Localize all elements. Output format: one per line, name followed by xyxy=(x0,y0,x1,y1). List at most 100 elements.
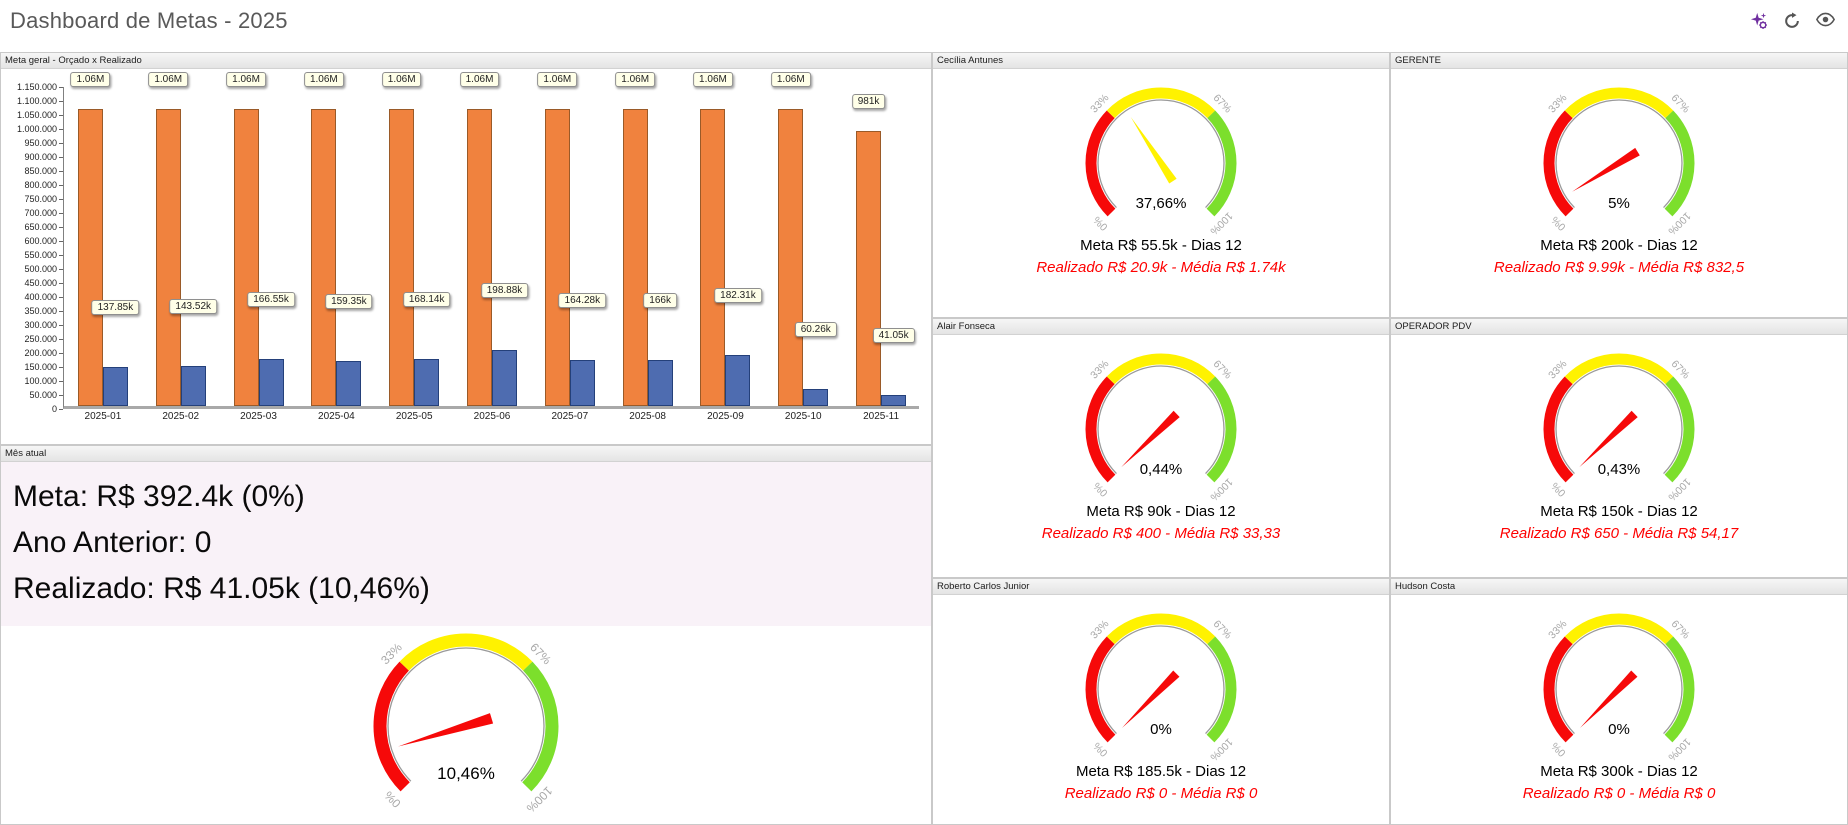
y-axis-tick-label: 1.150.000 xyxy=(16,82,57,92)
person-name: Hudson Costa xyxy=(1391,579,1847,595)
orçado-bar xyxy=(544,109,570,406)
bar-value-callout: 137.85k xyxy=(91,300,140,315)
y-axis-tick xyxy=(59,143,63,144)
realizado-bar xyxy=(881,395,907,406)
orçado-bar xyxy=(622,109,648,406)
gauge-value-label: 5% xyxy=(1608,195,1630,212)
y-axis-tick xyxy=(59,241,63,242)
orçado-bar xyxy=(856,131,882,406)
y-axis-tick xyxy=(59,409,63,410)
bar-value-callout: 60.26k xyxy=(794,322,837,337)
y-axis-tick xyxy=(59,297,63,298)
realizado-bar xyxy=(180,366,206,406)
person-meta: Meta R$ 90k - Dias 12 xyxy=(1086,503,1236,520)
refresh-icon[interactable] xyxy=(1783,12,1801,30)
svg-text:0%: 0% xyxy=(1549,740,1568,759)
y-axis-tick-label: 300.000 xyxy=(24,320,57,330)
visibility-icon[interactable] xyxy=(1815,12,1836,30)
gauge-value-label: 37,66% xyxy=(1136,195,1187,212)
orçado-bar xyxy=(389,109,415,406)
bar-value-callout: 1.06M xyxy=(770,72,811,87)
orçado-bar xyxy=(778,109,804,406)
y-axis-tick-label: 250.000 xyxy=(24,334,57,344)
x-axis-label: 2025-03 xyxy=(240,411,277,422)
x-axis-label: 2025-01 xyxy=(84,411,122,422)
orçado-bar xyxy=(467,109,492,406)
y-axis-tick xyxy=(59,101,63,102)
person-gauge: 0% 33% 67% 100% 37,66% xyxy=(1036,75,1286,235)
y-axis-tick xyxy=(59,325,63,326)
y-axis-tick xyxy=(59,353,63,354)
y-axis-tick xyxy=(59,311,63,312)
person-name: GERENTE xyxy=(1391,53,1847,69)
person-panel: OPERADOR PDV 0% 33% 67% 100% 0,43% Meta R$ 1… xyxy=(1390,318,1848,578)
left-column: Meta geral - Orçado x Realizado 2025-01 1… xyxy=(0,52,932,825)
orcado-realizado-bar-chart: 2025-01 1.06M 137.85k 2025-02 1.06M 143.52k 20… xyxy=(1,69,931,444)
y-axis-tick-label: 0 xyxy=(51,404,57,414)
y-axis-tick xyxy=(59,255,63,256)
orçado-bar xyxy=(700,109,726,406)
page-title: Dashboard de Metas - 2025 xyxy=(10,8,288,33)
ai-settings-icon[interactable] xyxy=(1750,12,1768,30)
mes-atual-gauge: 0% 33% 67% 100% 10,46% xyxy=(1,626,931,818)
person-meta: Meta R$ 55.5k - Dias 12 xyxy=(1080,237,1242,254)
orçado-bar xyxy=(77,109,103,406)
y-axis-tick-label: 700.000 xyxy=(24,208,57,218)
gauge-value-label: 0,44% xyxy=(1140,461,1183,478)
realizado-bar xyxy=(725,355,751,406)
ano-anterior-line: Ano Anterior: 0 xyxy=(13,526,212,559)
svg-text:100%: 100% xyxy=(523,784,555,816)
realizado-line: Realizado: R$ 41.05k (10,46%) xyxy=(13,572,430,605)
y-axis-tick-label: 200.000 xyxy=(24,348,57,358)
person-panel: GERENTE 0% 33% 67% 100% 5% Meta R$ 200k - Di… xyxy=(1390,52,1848,318)
bar-value-callout: 198.88k xyxy=(480,283,529,298)
y-axis-tick-label: 500.000 xyxy=(24,264,57,274)
person-meta: Meta R$ 185.5k - Dias 12 xyxy=(1075,763,1247,780)
y-axis-tick-label: 650.000 xyxy=(24,222,57,232)
x-axis-label: 2025-07 xyxy=(551,411,589,422)
person-gauge: 0% 33% 67% 100% 5% xyxy=(1494,75,1744,235)
person-panel: Hudson Costa 0% 33% 67% 100% 0% Meta R$ 300k… xyxy=(1390,578,1848,825)
realizado-bar xyxy=(492,350,517,406)
realizado-bar xyxy=(647,360,673,406)
bar-value-callout: 182.31k xyxy=(714,288,762,303)
bar-value-callout: 1.06M xyxy=(459,72,500,87)
person-realizado: Realizado R$ 0 - Média R$ 0 xyxy=(1064,785,1258,802)
mes-atual-summary: Meta: R$ 392.4k (0%) Ano Anterior: 0 Rea… xyxy=(1,462,931,626)
y-axis-tick xyxy=(59,185,63,186)
svg-text:0%: 0% xyxy=(381,788,403,810)
person-gauge: 0% 33% 67% 100% 0,43% xyxy=(1494,341,1744,501)
right-column: Cecília Antunes 0% 33% 67% 100% 37,66% Meta … xyxy=(932,52,1848,825)
person-realizado: Realizado R$ 0 - Média R$ 0 xyxy=(1522,785,1716,802)
bar-value-callout: 1.06M xyxy=(226,72,266,87)
person-realizado: Realizado R$ 20.9k - Média R$ 1.74k xyxy=(1036,259,1286,276)
bar-value-callout: 1.06M xyxy=(70,72,111,87)
bar-value-callout: 981k xyxy=(851,94,886,109)
gauge-value-label: 0% xyxy=(1150,721,1172,738)
x-axis-label: 2025-02 xyxy=(162,411,200,422)
svg-text:0%: 0% xyxy=(1091,740,1110,759)
y-axis-tick-label: 350.000 xyxy=(24,306,57,316)
y-axis-tick-label: 50.000 xyxy=(29,390,57,400)
realizado-bar xyxy=(258,359,284,406)
y-axis-tick xyxy=(59,395,63,396)
x-axis-label: 2025-10 xyxy=(784,411,822,422)
bar-value-callout: 1.06M xyxy=(537,72,578,87)
person-meta: Meta R$ 200k - Dias 12 xyxy=(1540,237,1698,254)
bar-value-callout: 1.06M xyxy=(381,72,422,87)
gauge-value-label: 10,46% xyxy=(437,764,495,783)
realizado-bar xyxy=(414,359,440,406)
bar-value-callout: 1.06M xyxy=(615,72,656,87)
y-axis-tick-label: 750.000 xyxy=(24,194,57,204)
y-axis-tick xyxy=(59,269,63,270)
bar-value-callout: 1.06M xyxy=(303,72,344,87)
person-realizado: Realizado R$ 650 - Média R$ 54,17 xyxy=(1499,525,1739,542)
bar-value-callout: 166.55k xyxy=(247,292,295,307)
svg-text:0%: 0% xyxy=(1091,480,1110,499)
realizado-bar xyxy=(336,361,362,406)
meta-line: Meta: R$ 392.4k (0%) xyxy=(13,480,305,513)
person-meta: Meta R$ 300k - Dias 12 xyxy=(1540,763,1698,780)
person-panel: Cecília Antunes 0% 33% 67% 100% 37,66% Meta … xyxy=(932,52,1390,318)
person-name: Roberto Carlos Junior xyxy=(933,579,1389,595)
person-gauge: 0% 33% 67% 100% 0,44% xyxy=(1036,341,1286,501)
